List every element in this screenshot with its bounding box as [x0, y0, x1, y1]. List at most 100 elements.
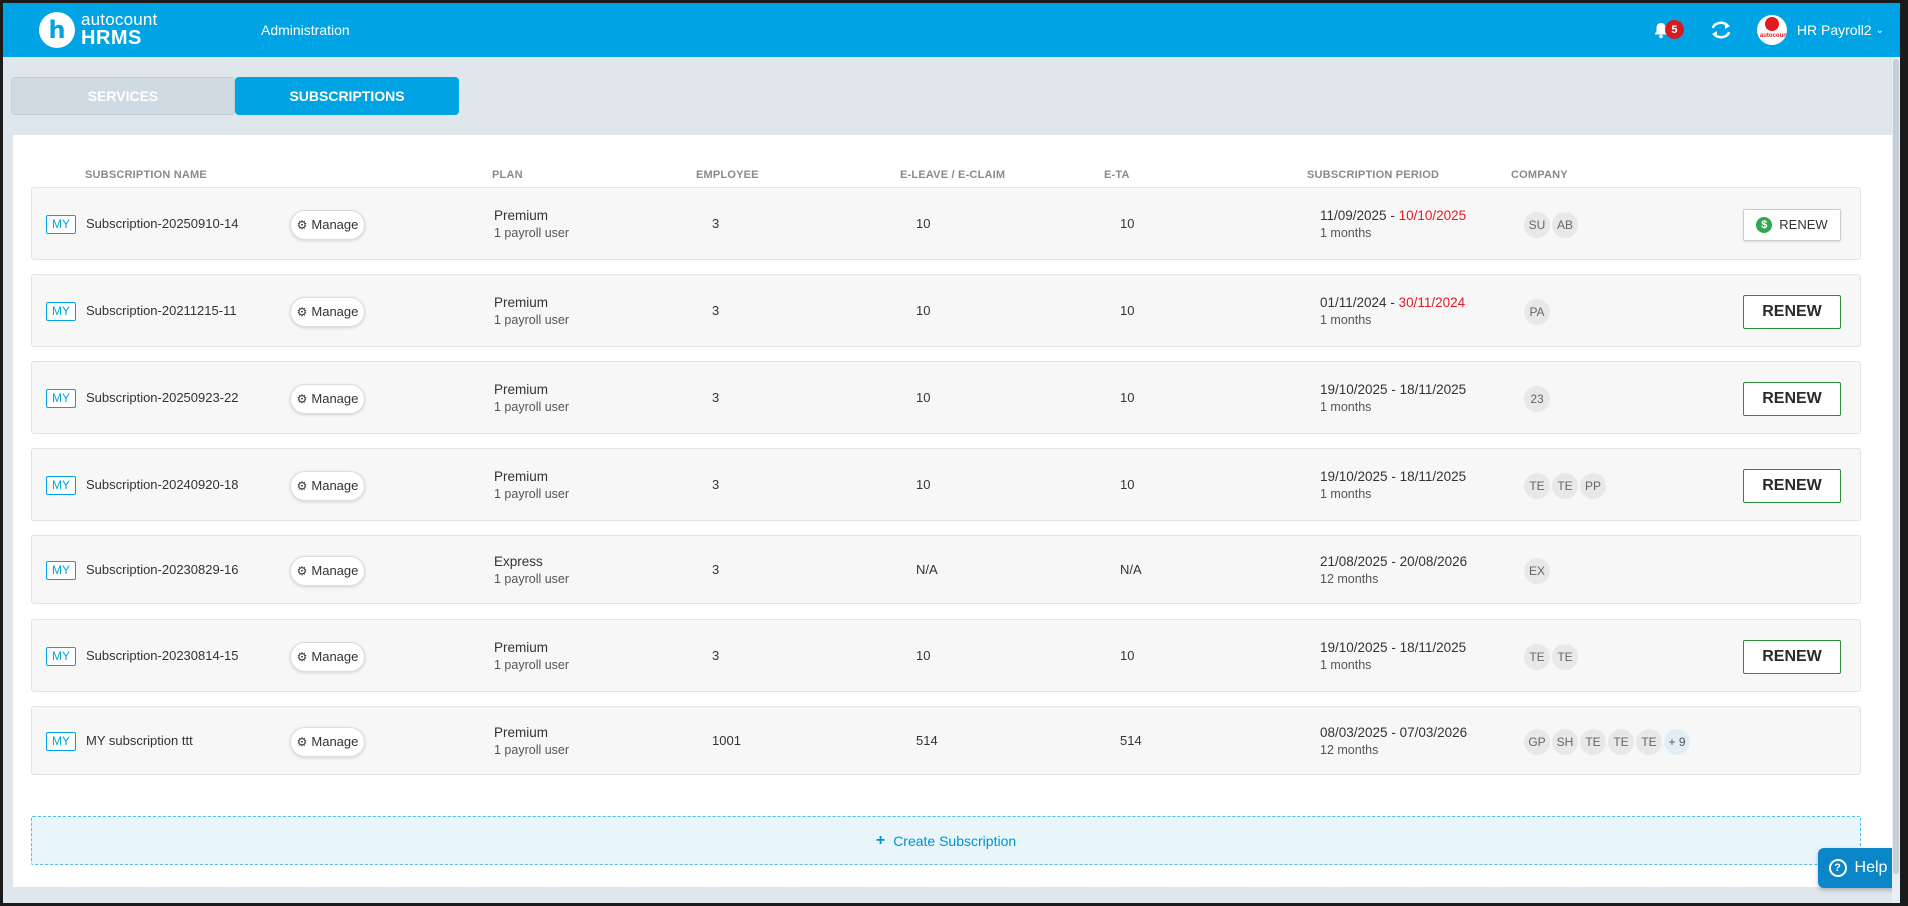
col-subscription-period: SUBSCRIPTION PERIOD: [1307, 169, 1440, 181]
nav-administration[interactable]: Administration: [261, 22, 350, 38]
company-chip[interactable]: PP: [1578, 470, 1608, 501]
create-subscription-button[interactable]: + Create Subscription: [31, 816, 1861, 865]
period-duration: 12 months: [1320, 743, 1379, 758]
manage-label: Manage: [311, 217, 359, 232]
company-chips: EX: [1522, 555, 1552, 586]
company-chip[interactable]: TE: [1522, 470, 1552, 501]
company-chip[interactable]: GP: [1522, 726, 1552, 757]
manage-label: Manage: [311, 391, 359, 406]
manage-label: Manage: [311, 734, 359, 749]
table-row: MY MY subscription ttt ⚙ Manage Premium 1 pay…: [31, 706, 1861, 775]
manage-button[interactable]: ⚙ Manage: [290, 641, 365, 672]
company-chips: SU AB: [1522, 209, 1580, 240]
manage-button[interactable]: ⚙ Manage: [290, 726, 365, 757]
plan-users: 1 payroll user: [494, 572, 570, 587]
manage-button[interactable]: ⚙ Manage: [290, 555, 365, 586]
company-chip[interactable]: TE: [1550, 470, 1580, 501]
plan-name: Express: [494, 553, 543, 569]
period-separator: -: [1387, 724, 1400, 740]
tab-services[interactable]: SERVICES: [11, 77, 235, 115]
company-chips: GP SH TE TE TE + 9: [1522, 726, 1692, 757]
period-separator: -: [1387, 468, 1400, 484]
manage-button[interactable]: ⚙ Manage: [290, 383, 365, 414]
help-button[interactable]: ? Help: [1818, 848, 1898, 888]
period-duration: 1 months: [1320, 313, 1372, 328]
company-chip[interactable]: SH: [1550, 726, 1580, 757]
subscription-name: Subscription-20230814-15: [86, 647, 239, 663]
renew-button[interactable]: RENEW: [1743, 381, 1841, 416]
plan-name: Premium: [494, 207, 549, 223]
notifications-button[interactable]: 5: [1647, 16, 1684, 44]
plan-users: 1 payroll user: [494, 487, 570, 502]
gear-icon: ⚙: [296, 304, 308, 319]
table-header: SUBSCRIPTION NAME PLAN EMPLOYEE E-LEAVE …: [13, 169, 1893, 185]
period-start: 11/09/2025: [1320, 207, 1387, 223]
bell-icon: [1654, 22, 1667, 38]
plan-cell: Premium 1 payroll user: [494, 207, 569, 243]
switch-button[interactable]: [1707, 16, 1735, 44]
period-end: 18/11/2025: [1399, 468, 1467, 484]
eta-count: 10: [1120, 302, 1135, 318]
manage-button[interactable]: ⚙ Manage: [290, 209, 365, 240]
manage-button[interactable]: ⚙ Manage: [290, 296, 365, 327]
dollar-icon: $: [1756, 216, 1773, 233]
eleave-count: 10: [916, 389, 931, 405]
company-chip[interactable]: PA: [1522, 296, 1552, 327]
plan-cell: Premium 1 payroll user: [494, 468, 569, 504]
manage-button[interactable]: ⚙ Manage: [290, 470, 365, 501]
company-chip[interactable]: TE: [1634, 726, 1664, 757]
period-separator: -: [1387, 639, 1400, 655]
period-cell: 19/10/2025 - 18/11/2025 1 months: [1320, 468, 1466, 504]
question-icon: ?: [1828, 859, 1847, 877]
company-chip[interactable]: TE: [1578, 726, 1608, 757]
renew-button[interactable]: RENEW: [1743, 468, 1841, 503]
plan-name: Premium: [494, 381, 549, 397]
col-subscription-name: SUBSCRIPTION NAME: [85, 169, 207, 181]
user-avatar[interactable]: autocount: [1756, 15, 1787, 45]
company-chip[interactable]: TE: [1522, 641, 1552, 672]
company-chip[interactable]: AB: [1550, 209, 1580, 240]
col-company: COMPANY: [1511, 169, 1568, 181]
eta-count: 10: [1120, 215, 1135, 231]
period-cell: 01/11/2024 - 30/11/2024 1 months: [1320, 294, 1465, 330]
region-tag: MY: [46, 388, 76, 408]
period-duration: 1 months: [1320, 400, 1372, 415]
period-start: 01/11/2024: [1320, 294, 1387, 310]
table-row: MY Subscription-20230829-16 ⚙ Manage Express…: [31, 535, 1861, 604]
plan-users: 1 payroll user: [494, 743, 570, 758]
company-chip[interactable]: EX: [1522, 555, 1552, 586]
page-scrollbar[interactable]: [1892, 57, 1900, 903]
period-duration: 1 months: [1320, 658, 1372, 673]
employee-count: 3: [712, 561, 720, 577]
company-chip[interactable]: TE: [1606, 726, 1636, 757]
company-chip[interactable]: 23: [1522, 383, 1552, 414]
brand-logo[interactable]: h autocount HRMS: [39, 11, 157, 48]
renew-button[interactable]: RENEW: [1743, 294, 1841, 329]
renew-button[interactable]: $ RENEW: [1743, 208, 1841, 241]
sync-icon: [1711, 21, 1731, 39]
period-start: 19/10/2025: [1320, 639, 1388, 655]
user-menu[interactable]: HR Payroll2 ⌄: [1797, 22, 1884, 38]
period-cell: 08/03/2025 - 07/03/2026 12 months: [1320, 724, 1467, 760]
more-companies-chip[interactable]: + 9: [1662, 726, 1692, 757]
company-chips: PA: [1522, 296, 1552, 327]
user-name-label: HR Payroll2: [1796, 22, 1872, 38]
gear-icon: ⚙: [296, 563, 308, 578]
plan-users: 1 payroll user: [494, 400, 570, 415]
eleave-count: 10: [916, 302, 931, 318]
manage-label: Manage: [311, 304, 359, 319]
gear-icon: ⚙: [296, 734, 308, 749]
employee-count: 3: [712, 476, 720, 492]
tab-bar: SERVICES SUBSCRIPTIONS: [3, 57, 1900, 135]
region-tag: MY: [46, 301, 76, 321]
manage-label: Manage: [311, 563, 359, 578]
company-chip[interactable]: TE: [1550, 641, 1580, 672]
eleave-count: 514: [916, 732, 938, 748]
company-chips: TE TE PP: [1522, 470, 1608, 501]
gear-icon: ⚙: [296, 391, 308, 406]
renew-button[interactable]: RENEW: [1743, 639, 1841, 674]
table-row: MY Subscription-20250923-22 ⚙ Manage Premium…: [31, 361, 1861, 434]
company-chip[interactable]: SU: [1522, 209, 1552, 240]
plan-name: Premium: [494, 639, 549, 655]
tab-subscriptions[interactable]: SUBSCRIPTIONS: [235, 77, 459, 115]
